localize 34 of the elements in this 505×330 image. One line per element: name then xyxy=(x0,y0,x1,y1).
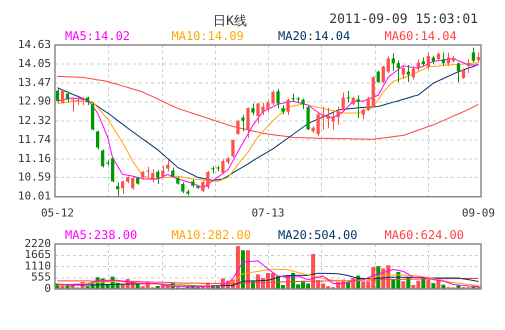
text: MA60:624.00 xyxy=(384,228,464,242)
y-tick-label: 13.47 xyxy=(18,76,51,89)
y-tick-label: 555 xyxy=(31,270,51,284)
x-tick-label: 07-13 xyxy=(251,206,285,220)
y-tick-label: 12.90 xyxy=(18,94,51,108)
bar xyxy=(441,284,446,288)
y-tick-label: 11.16 xyxy=(18,152,51,165)
y-tick-label: 0 xyxy=(44,282,51,295)
y-tick-label: 2220 xyxy=(24,236,51,250)
text: MA20:504.00 xyxy=(278,228,358,242)
y-tick-label: 10.59 xyxy=(18,170,51,184)
text: 2011-09-09 15:03:01 xyxy=(329,12,478,27)
bar xyxy=(401,281,406,288)
bar xyxy=(156,286,160,288)
x-tick-label: 05-12 xyxy=(40,206,74,220)
bar xyxy=(456,286,460,288)
y-tick-label: 11.74 xyxy=(18,132,52,146)
chart-title: 日K线 xyxy=(213,14,247,29)
y-tick-label: 1665 xyxy=(24,248,51,262)
y-tick-label: 14.63 xyxy=(18,38,51,51)
text: MA20:14.04 xyxy=(278,29,350,44)
y-tick-label: 14.05 xyxy=(18,56,51,70)
y-tick-label: 12.32 xyxy=(18,114,51,127)
y-tick-label: 10.01 xyxy=(18,190,51,203)
text: MA60:14.04 xyxy=(384,29,457,44)
bar xyxy=(436,280,440,288)
text: MA5:238.00 xyxy=(65,228,138,242)
text: MA10:14.09 xyxy=(172,29,244,44)
y-tick-label: 1110 xyxy=(24,259,51,272)
x-tick-label: 09-09 xyxy=(462,206,496,220)
text: MA10:282.00 xyxy=(172,228,251,242)
text: MA5:14.02 xyxy=(65,29,130,44)
bar xyxy=(431,283,436,288)
bar xyxy=(426,280,430,288)
